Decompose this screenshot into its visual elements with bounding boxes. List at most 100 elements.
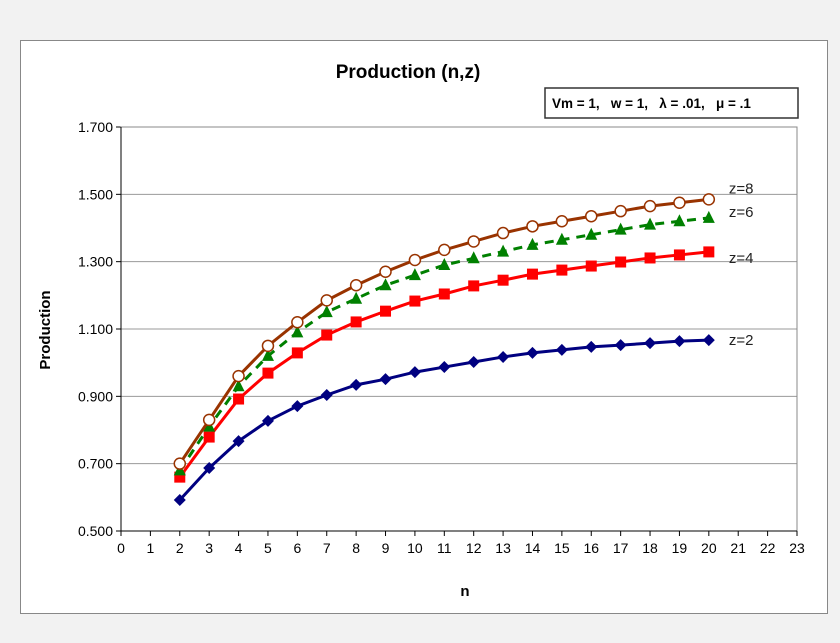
data-point (350, 316, 362, 328)
data-point (614, 339, 627, 352)
data-point (232, 379, 245, 392)
series-line (178, 197, 709, 465)
data-point (673, 249, 685, 261)
data-point (291, 316, 304, 329)
x-tick-label: 15 (554, 540, 570, 556)
data-point (614, 204, 627, 218)
data-point (556, 264, 568, 276)
data-point (379, 265, 392, 279)
data-point (202, 413, 216, 427)
data-point (644, 252, 656, 264)
x-tick-label: 2 (176, 540, 184, 556)
data-point (438, 288, 450, 300)
series-label: z=2 (729, 332, 754, 349)
x-tick-label: 18 (642, 540, 658, 556)
x-tick-label: 0 (117, 540, 125, 556)
data-point (349, 278, 363, 292)
data-point (203, 431, 215, 443)
data-point (291, 400, 304, 413)
x-tick-label: 16 (583, 540, 599, 556)
x-tick-label: 17 (613, 540, 629, 556)
data-point (468, 280, 480, 292)
data-point (644, 337, 657, 350)
data-point (497, 350, 510, 363)
x-tick-label: 12 (466, 540, 482, 556)
y-tick-label: 0.500 (78, 523, 113, 539)
x-tick-label: 4 (235, 540, 243, 556)
x-tick-label: 10 (407, 540, 423, 556)
x-tick-label: 19 (672, 540, 688, 556)
y-tick-label: 0.900 (78, 388, 113, 404)
data-point (173, 457, 187, 470)
x-tick-label: 9 (382, 540, 390, 556)
data-point (526, 268, 538, 280)
x-tick-label: 21 (730, 540, 746, 556)
x-tick-label: 13 (495, 540, 511, 556)
x-tick-label: 8 (352, 540, 360, 556)
data-point (232, 435, 245, 448)
data-point (232, 369, 245, 383)
data-point (350, 291, 363, 304)
y-tick-label: 1.700 (78, 119, 113, 135)
y-tick-label: 1.500 (78, 186, 113, 202)
data-point (320, 388, 333, 401)
data-point (526, 220, 539, 233)
data-point (702, 334, 715, 347)
x-tick-label: 3 (205, 540, 213, 556)
data-point (467, 251, 480, 264)
data-point (262, 367, 274, 379)
series-z-4: z=4 (174, 246, 754, 483)
data-point (408, 253, 422, 267)
x-tick-label: 23 (789, 540, 805, 556)
data-point (673, 196, 686, 209)
data-point (409, 295, 421, 307)
parameter-box (544, 87, 799, 119)
y-axis-label: Production (37, 290, 54, 369)
y-tick-label: 1.300 (78, 254, 113, 270)
x-tick-label: 11 (437, 540, 452, 556)
series-label: z=6 (729, 204, 754, 221)
data-point (497, 274, 509, 286)
data-point (702, 193, 716, 206)
series-label: z=4 (729, 250, 754, 267)
data-point (585, 209, 598, 223)
x-tick-label: 5 (264, 540, 272, 556)
data-point (380, 305, 392, 317)
x-tick-label: 22 (760, 540, 776, 556)
y-tick-label: 1.100 (78, 321, 113, 337)
series-z-8: z=8 (173, 180, 753, 470)
chart-frame (20, 40, 828, 614)
data-point (174, 471, 186, 483)
data-point (496, 226, 510, 240)
data-point (203, 462, 216, 475)
data-point (467, 235, 480, 248)
data-point (526, 237, 539, 250)
data-point (321, 329, 333, 341)
data-point (379, 278, 392, 291)
x-tick-label: 7 (323, 540, 331, 556)
data-point (615, 256, 627, 268)
data-point (320, 294, 333, 307)
series-z-6: z=6 (173, 204, 754, 476)
data-point (320, 305, 333, 318)
data-point (555, 232, 568, 245)
data-point (673, 214, 686, 227)
data-point (291, 347, 303, 359)
data-point (643, 199, 657, 213)
data-point (261, 348, 274, 361)
data-point (379, 373, 392, 386)
data-point (233, 393, 245, 405)
data-point (555, 215, 569, 228)
data-point (438, 243, 451, 257)
data-point (673, 335, 686, 348)
data-point (585, 260, 597, 272)
data-point (555, 343, 568, 356)
data-point (408, 366, 421, 379)
data-point (614, 222, 627, 235)
data-point (261, 339, 275, 353)
x-tick-label: 1 (146, 540, 154, 556)
x-tick-label: 6 (293, 540, 301, 556)
data-point (497, 244, 510, 257)
data-point (703, 246, 715, 258)
